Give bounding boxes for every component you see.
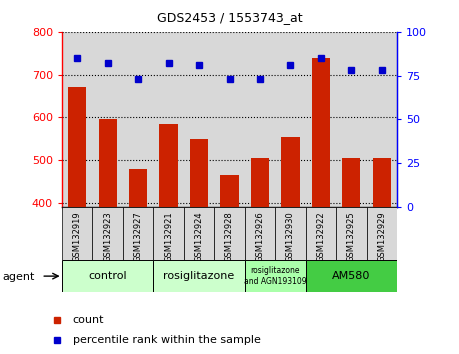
Text: rosiglitazone: rosiglitazone <box>163 271 235 281</box>
Bar <box>92 207 123 260</box>
Bar <box>275 32 306 207</box>
Text: GDS2453 / 1553743_at: GDS2453 / 1553743_at <box>157 11 302 24</box>
Bar <box>99 119 117 207</box>
Bar <box>306 32 336 207</box>
Bar <box>153 207 184 260</box>
Text: AM580: AM580 <box>332 271 370 281</box>
Bar <box>129 169 147 207</box>
Bar <box>251 158 269 207</box>
Bar <box>342 158 360 207</box>
Text: rosiglitazone
and AGN193109: rosiglitazone and AGN193109 <box>244 267 307 286</box>
Text: GSM132929: GSM132929 <box>377 211 386 262</box>
Bar <box>62 32 92 207</box>
Bar <box>306 260 397 292</box>
Bar <box>373 158 391 207</box>
Text: GSM132922: GSM132922 <box>316 211 325 262</box>
Bar <box>281 137 300 207</box>
Bar <box>306 207 336 260</box>
Text: GSM132924: GSM132924 <box>195 211 203 262</box>
Bar <box>62 207 92 260</box>
Bar <box>312 57 330 207</box>
Bar <box>159 124 178 207</box>
Text: GSM132923: GSM132923 <box>103 211 112 262</box>
Bar <box>245 32 275 207</box>
Bar <box>336 207 367 260</box>
Bar <box>184 32 214 207</box>
Text: agent: agent <box>2 272 35 282</box>
Bar <box>214 32 245 207</box>
Bar <box>190 139 208 207</box>
Bar <box>92 32 123 207</box>
Text: GSM132926: GSM132926 <box>256 211 264 262</box>
Bar <box>153 32 184 207</box>
Bar <box>68 87 86 207</box>
Bar <box>245 260 306 292</box>
Bar <box>245 207 275 260</box>
Text: count: count <box>73 315 104 325</box>
Bar <box>123 207 153 260</box>
Bar <box>62 260 153 292</box>
Text: GSM132925: GSM132925 <box>347 211 356 262</box>
Bar <box>123 32 153 207</box>
Bar <box>220 175 239 207</box>
Text: GSM132921: GSM132921 <box>164 211 173 262</box>
Bar <box>184 207 214 260</box>
Bar <box>275 207 306 260</box>
Bar <box>214 207 245 260</box>
Text: GSM132928: GSM132928 <box>225 211 234 262</box>
Bar <box>367 32 397 207</box>
Bar <box>336 32 367 207</box>
Text: GSM132930: GSM132930 <box>286 211 295 262</box>
Bar <box>367 207 397 260</box>
Text: control: control <box>88 271 127 281</box>
Text: GSM132919: GSM132919 <box>73 211 82 262</box>
Text: percentile rank within the sample: percentile rank within the sample <box>73 335 260 345</box>
Text: GSM132927: GSM132927 <box>134 211 143 262</box>
Bar <box>153 260 245 292</box>
